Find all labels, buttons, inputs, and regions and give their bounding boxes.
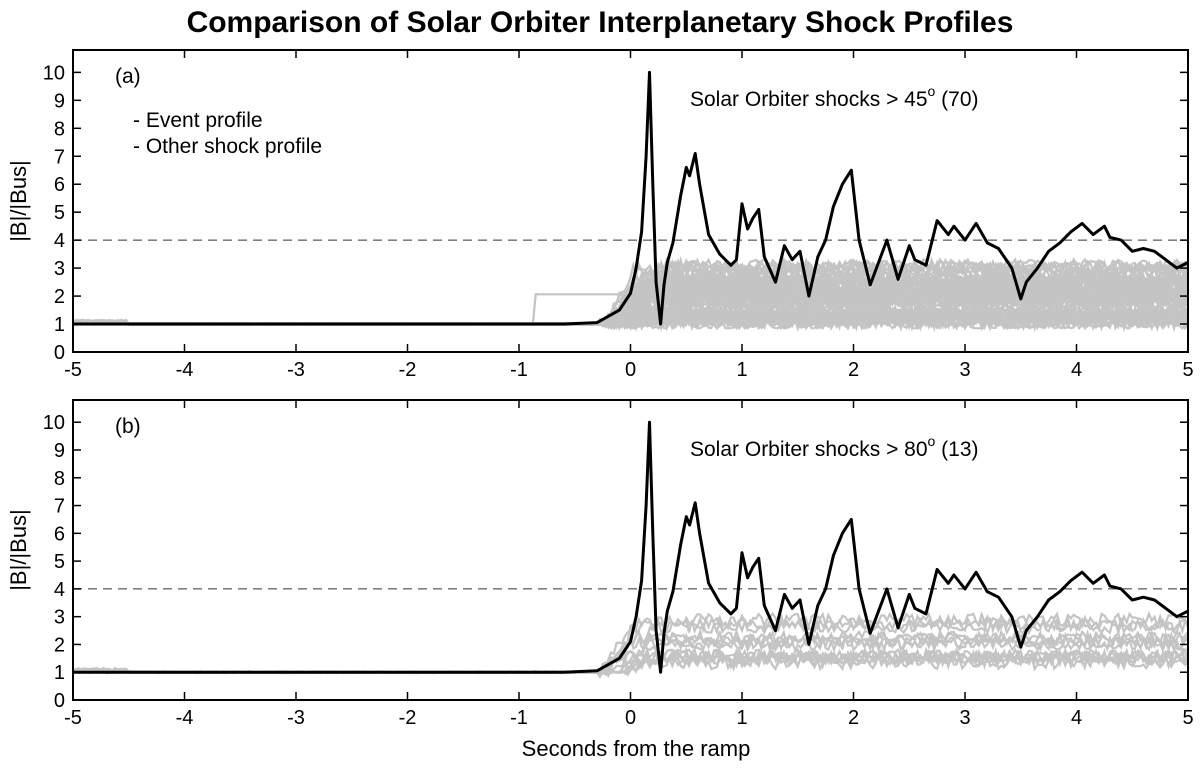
- y-tick-label: 3: [54, 258, 65, 280]
- x-tick-label: -2: [399, 707, 417, 729]
- x-axis-label: Seconds from the ramp: [522, 736, 751, 761]
- y-tick-label: 4: [54, 230, 65, 252]
- event-profile-line: [73, 420, 1189, 674]
- annotation-count: (70): [935, 88, 978, 111]
- panel-a: -5 -4 -3 -2 -1 0 1 2 3 4 5 0 1 2 3 4 5 6 7 8 9 10 (a) Solar O…: [6, 49, 1194, 381]
- x-tick-label: -3: [287, 707, 305, 729]
- y-tick-label: 10: [43, 62, 65, 84]
- x-tick-label: 2: [848, 359, 859, 381]
- x-tick-label: -3: [287, 359, 305, 381]
- y-tick-label: 5: [54, 202, 65, 224]
- x-tick-label: 3: [959, 707, 970, 729]
- x-tick-label: 5: [1182, 707, 1193, 729]
- x-tick-label: 1: [736, 359, 747, 381]
- y-tick-label: 7: [54, 496, 65, 518]
- y-tick-label: 6: [54, 523, 65, 545]
- y-tick-label: 3: [54, 607, 65, 629]
- x-tick-label: 4: [1071, 707, 1082, 729]
- x-tick-label: -5: [64, 359, 82, 381]
- axis-ticks: -5 -4 -3 -2 -1 0 1 2 3 4 5 0 1 2 3 4 5 6 7 8 9 10: [43, 50, 1194, 381]
- x-tick-label: 3: [959, 359, 970, 381]
- y-tick-label: 8: [54, 118, 65, 140]
- annotation-count: (13): [935, 438, 978, 461]
- panel-label: (b): [115, 415, 141, 438]
- y-tick-label: 6: [54, 174, 65, 196]
- x-tick-label: 2: [848, 707, 859, 729]
- y-tick-label: 9: [54, 90, 65, 112]
- x-tick-label: -2: [399, 359, 417, 381]
- y-tick-label: 2: [54, 286, 65, 308]
- figure-title: Comparison of Solar Orbiter Interplaneta…: [187, 6, 1014, 39]
- x-tick-label: -4: [176, 359, 194, 381]
- legend-entry-event: - Event profile: [133, 109, 263, 132]
- panel-annotation: Solar Orbiter shocks > 80o (13): [690, 433, 979, 461]
- y-tick-label: 7: [54, 146, 65, 168]
- y-tick-label: 0: [54, 690, 65, 712]
- x-tick-label: 0: [625, 359, 636, 381]
- x-tick-label: -1: [510, 359, 528, 381]
- x-tick-label: 0: [625, 707, 636, 729]
- y-tick-label: 8: [54, 468, 65, 490]
- y-axis-label: |B|/|Bus|: [6, 160, 31, 242]
- annotation-text: Solar Orbiter shocks > 80: [690, 438, 928, 461]
- y-axis-label: |B|/|Bus|: [6, 509, 31, 591]
- x-tick-label: 4: [1071, 359, 1082, 381]
- annotation-superscript: o: [928, 433, 936, 449]
- annotation-text: Solar Orbiter shocks > 45: [690, 88, 928, 111]
- y-tick-label: 0: [54, 342, 65, 364]
- x-tick-label: -4: [176, 707, 194, 729]
- legend-entry-other: - Other shock profile: [133, 135, 322, 158]
- x-tick-label: 1: [736, 707, 747, 729]
- y-tick-label: 5: [54, 551, 65, 573]
- y-tick-label: 10: [43, 412, 65, 434]
- panel-label: (a): [115, 65, 141, 88]
- x-tick-label: 5: [1182, 359, 1193, 381]
- x-tick-label: -1: [510, 707, 528, 729]
- x-tick-label: -5: [64, 707, 82, 729]
- y-tick-label: 1: [54, 662, 65, 684]
- y-tick-label: 9: [54, 440, 65, 462]
- y-tick-label: 2: [54, 634, 65, 656]
- axis-ticks: -5 -4 -3 -2 -1 0 1 2 3 4 5 0 1 2 3 4 5 6 7 8 9 10: [43, 400, 1194, 729]
- event-profile-line: [73, 70, 1189, 326]
- y-tick-label: 4: [54, 579, 65, 601]
- annotation-superscript: o: [928, 83, 936, 99]
- panel-annotation: Solar Orbiter shocks > 45o (70): [690, 83, 979, 111]
- panel-b: -5 -4 -3 -2 -1 0 1 2 3 4 5 0 1 2 3 4 5 6 7 8 9 10 (b) Solar O…: [6, 399, 1194, 729]
- y-tick-label: 1: [54, 314, 65, 336]
